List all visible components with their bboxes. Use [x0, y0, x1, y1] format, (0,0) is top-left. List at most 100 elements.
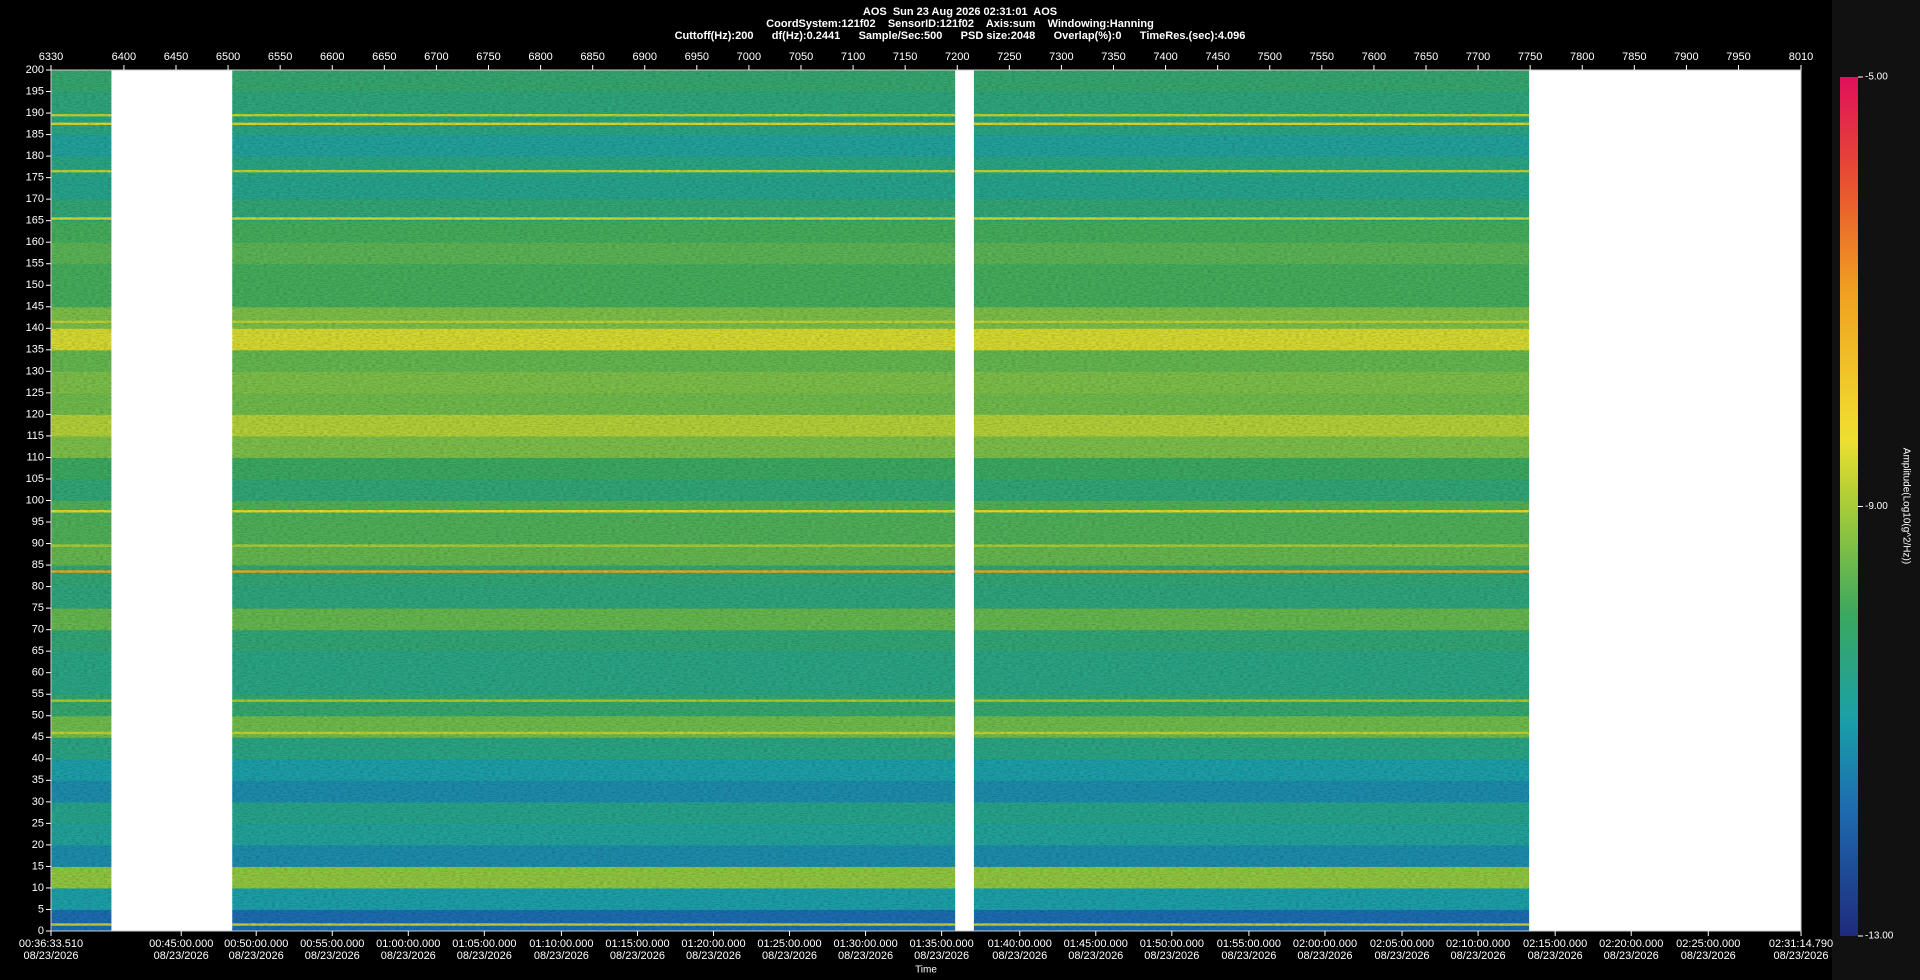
- x-tick-label: 6550: [268, 51, 292, 63]
- time-tick-date: 08/23/2026: [1221, 950, 1276, 962]
- heat-cell: [232, 134, 956, 157]
- x-tick-label: 6450: [164, 51, 188, 63]
- time-tick-date: 08/23/2026: [1297, 950, 1352, 962]
- x-tick-label: 6600: [320, 51, 344, 63]
- x-tick-label: 7050: [789, 51, 813, 63]
- tone-line: [51, 510, 112, 513]
- time-tick-date: 08/23/2026: [457, 950, 512, 962]
- heat-cell: [973, 414, 1530, 437]
- tone-line: [51, 570, 112, 573]
- heat-cell: [973, 801, 1530, 824]
- y-tick-label: 65: [32, 645, 44, 657]
- heat-cell: [51, 758, 112, 781]
- tone-line: [51, 217, 112, 220]
- heat-cell: [973, 780, 1530, 803]
- tone-line: [232, 923, 956, 926]
- heat-cell: [973, 199, 1530, 222]
- time-tick-label: 00:45:00.000: [149, 938, 213, 950]
- heat-cell: [51, 694, 112, 717]
- heat-cell: [973, 672, 1530, 695]
- x-axis-title: Time: [915, 965, 937, 976]
- heat-cell: [51, 478, 112, 501]
- x-tick-label: 6650: [372, 51, 396, 63]
- x-tick-label: 7600: [1362, 51, 1386, 63]
- time-tick-date: 08/23/2026: [1528, 950, 1583, 962]
- time-tick-label: 01:50:00.000: [1140, 938, 1204, 950]
- heat-cell: [232, 199, 956, 222]
- heat-cell: [232, 608, 956, 631]
- tone-line: [51, 114, 112, 117]
- time-tick-label: 01:35:00.000: [910, 938, 974, 950]
- tone-line: [232, 699, 956, 702]
- heat-cell: [232, 823, 956, 846]
- colorbar-tick-label: -5.00: [1865, 72, 1888, 83]
- time-tick-label: 01:45:00.000: [1064, 938, 1128, 950]
- heat-cell: [51, 651, 112, 674]
- heat-cell: [973, 285, 1530, 308]
- tone-line: [232, 217, 956, 220]
- heat-cell: [232, 349, 956, 372]
- heat-cell: [51, 414, 112, 437]
- heat-cell: [973, 651, 1530, 674]
- heat-cell: [51, 435, 112, 458]
- time-tick-label: 01:30:00.000: [833, 938, 897, 950]
- y-tick-label: 105: [26, 473, 44, 485]
- y-tick-label: 140: [26, 322, 44, 334]
- y-tick-label: 120: [26, 408, 44, 420]
- heat-cell: [232, 328, 956, 351]
- heat-cell: [232, 242, 956, 265]
- tone-line: [232, 544, 956, 547]
- heat-cell: [232, 694, 956, 717]
- heat-cell: [973, 694, 1530, 717]
- x-tick-label: 7150: [893, 51, 917, 63]
- time-tick-date: 08/23/2026: [686, 950, 741, 962]
- heat-cell: [973, 134, 1530, 157]
- tone-line: [51, 169, 112, 173]
- x-tick-label: 6500: [216, 51, 240, 63]
- y-tick-label: 115: [26, 430, 44, 442]
- time-tick-label: 02:25:00.000: [1676, 938, 1740, 950]
- heat-cell: [973, 306, 1530, 329]
- y-tick-label: 180: [26, 150, 44, 162]
- y-tick-label: 0: [38, 925, 44, 937]
- time-tick-date: 08/23/2026: [229, 950, 284, 962]
- time-tick-date: 08/23/2026: [762, 950, 817, 962]
- title-line: Cuttoff(Hz):200 df(Hz):0.2441 Sample/Sec…: [675, 30, 1246, 42]
- tone-line: [973, 320, 1530, 324]
- y-tick-label: 150: [26, 279, 44, 291]
- heat-cell: [973, 737, 1530, 760]
- x-tick-label: 7550: [1310, 51, 1334, 63]
- x-tick-label: 7000: [737, 51, 761, 63]
- y-tick-label: 145: [26, 301, 44, 313]
- heat-cell: [51, 866, 112, 889]
- heat-cell: [51, 887, 112, 910]
- time-tick-date: 08/23/2026: [381, 950, 436, 962]
- heat-cell: [973, 242, 1530, 265]
- tone-line: [973, 510, 1530, 513]
- time-tick-label: 01:00:00.000: [376, 938, 440, 950]
- time-tick-date: 08/23/2026: [914, 950, 969, 962]
- y-tick-label: 90: [32, 537, 44, 549]
- heat-cell: [232, 715, 956, 738]
- heat-cell: [51, 715, 112, 738]
- heat-cell: [232, 478, 956, 501]
- tone-line: [973, 122, 1530, 126]
- heat-cell: [973, 866, 1530, 889]
- x-tick-label: 7300: [1049, 51, 1073, 63]
- time-tick-date: 08/23/2026: [610, 950, 665, 962]
- x-tick-label: 7500: [1258, 51, 1282, 63]
- heat-cell: [232, 887, 956, 910]
- time-tick-label: 02:31:14.790: [1769, 938, 1833, 950]
- time-tick-date: 08/23/2026: [154, 950, 209, 962]
- time-tick-date: 08/23/2026: [23, 950, 78, 962]
- heat-cell: [51, 285, 112, 308]
- y-tick-label: 10: [32, 882, 44, 894]
- axes: AOS Sun 23 Aug 2026 02:31:01 AOSCoordSys…: [19, 6, 1911, 976]
- y-tick-label: 35: [32, 774, 44, 786]
- heat-cell: [51, 349, 112, 372]
- x-tick-label: 6850: [580, 51, 604, 63]
- heat-cell: [232, 156, 956, 179]
- time-tick-date: 08/23/2026: [1773, 950, 1828, 962]
- heat-cell: [973, 715, 1530, 738]
